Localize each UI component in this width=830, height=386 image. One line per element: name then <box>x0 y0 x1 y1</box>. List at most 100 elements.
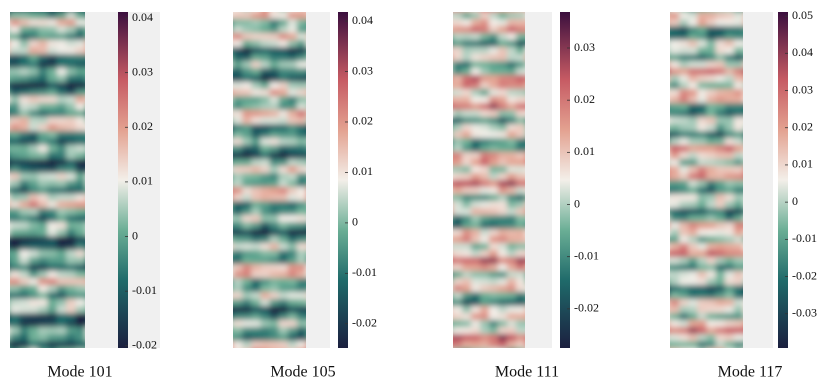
colorbar-tick-label: 0.02 <box>132 119 153 133</box>
heatmap-cell <box>75 61 85 69</box>
heatmap-cell <box>242 61 253 69</box>
heatmap-cell <box>233 299 234 307</box>
heatmap-cell <box>278 306 289 314</box>
heatmap-cell <box>269 145 280 153</box>
heatmap-cell <box>296 278 306 286</box>
heatmap-cell <box>471 96 481 104</box>
heatmap-cell <box>66 313 77 321</box>
heatmap-cell <box>296 33 306 41</box>
heatmap-cell <box>66 138 77 146</box>
colorbar-tick-label: -0.02 <box>132 338 157 352</box>
heatmap-cell <box>489 334 499 342</box>
heatmap-cell <box>715 103 726 111</box>
heatmap-cell <box>38 103 49 111</box>
heatmap-cell <box>688 229 699 237</box>
heatmap-cell <box>19 194 30 202</box>
heatmap-cell <box>679 215 690 223</box>
heatmap-cell <box>498 236 508 244</box>
heatmap-cell <box>670 40 671 48</box>
heatmap-cell <box>480 250 490 258</box>
heatmap-cell <box>47 250 58 258</box>
heatmap-cell <box>453 12 463 13</box>
heatmap-cell <box>278 33 289 41</box>
heatmap-cell <box>670 229 671 237</box>
heatmap-cell <box>688 278 699 286</box>
colorbar-tick-label: -0.03 <box>792 306 817 320</box>
heatmap-cell <box>724 215 735 223</box>
colorbar-tick-label: -0.01 <box>792 231 817 245</box>
heatmap-cell <box>260 341 271 348</box>
heatmap-cell <box>724 103 735 111</box>
heatmap-cell <box>278 124 289 132</box>
heatmap-cell <box>270 348 280 356</box>
heatmap-cell <box>489 341 499 348</box>
heatmap-cell <box>47 264 58 272</box>
heatmap-cell <box>498 68 508 76</box>
heatmap-cell <box>516 271 525 279</box>
heatmap-cell <box>233 173 234 181</box>
heatmap-cell <box>507 285 517 293</box>
heatmap-cell <box>66 187 77 195</box>
heatmap-cell <box>233 334 234 342</box>
heatmap-cell <box>733 250 743 258</box>
heatmap-cell <box>296 201 306 209</box>
heatmap-cell <box>28 334 40 342</box>
heatmap-cell <box>715 320 726 328</box>
heatmap-cell <box>233 264 244 272</box>
heatmap-cell <box>679 159 690 167</box>
heatmap-cell <box>269 82 280 90</box>
heatmap-cell <box>242 82 253 90</box>
heatmap-cell <box>724 194 735 202</box>
heatmap-cell <box>489 138 499 146</box>
heatmap-cell <box>75 131 85 139</box>
heatmap-cell <box>480 12 490 13</box>
heatmap-cell <box>10 131 11 139</box>
heatmap-cell <box>480 334 490 342</box>
heatmap-cell <box>242 278 253 286</box>
heatmap-cell <box>525 348 535 356</box>
heatmap-cell <box>278 292 289 300</box>
heatmap-cell <box>10 173 21 181</box>
heatmap-cell <box>260 124 271 132</box>
panel-caption: Mode 111 <box>495 364 559 381</box>
heatmap-cell <box>269 89 280 97</box>
heatmap-cell <box>19 96 30 104</box>
heatmap-cell <box>498 180 508 188</box>
heatmap-cell <box>19 33 30 41</box>
heatmap-cell <box>462 292 472 300</box>
heatmap-cell <box>688 131 699 139</box>
heatmap-cell <box>66 40 77 48</box>
heatmap-cell <box>19 103 30 111</box>
heatmap-cell <box>489 236 499 244</box>
heatmap-cell <box>233 166 234 174</box>
heatmap-cell <box>462 306 472 314</box>
heatmap-cell <box>706 313 717 321</box>
heatmap-cell <box>670 96 681 104</box>
heatmap-cell <box>10 26 11 34</box>
heatmap-cell <box>516 327 525 335</box>
heatmap-cell <box>670 222 671 230</box>
heatmap-cell <box>66 278 77 286</box>
heatmap-cell <box>19 152 30 160</box>
heatmap-cell <box>269 152 280 160</box>
heatmap-cell <box>462 243 472 251</box>
heatmap-cell <box>462 82 472 90</box>
heatmap-cell <box>233 12 234 20</box>
heatmap-cell <box>28 166 40 174</box>
heatmap-cell <box>706 243 717 251</box>
heatmap-cell <box>287 19 298 27</box>
heatmap-cell <box>10 110 21 118</box>
heatmap-cell <box>287 243 298 251</box>
colorbar-tick-label: 0.01 <box>132 174 153 188</box>
heatmap-cell <box>453 236 463 244</box>
heatmap-cell <box>269 33 280 41</box>
heatmap-cell <box>47 159 58 167</box>
heatmap-cell <box>10 75 21 83</box>
heatmap-cell <box>38 187 49 195</box>
heatmap-cell <box>296 166 306 174</box>
colorbar-tick-label: -0.02 <box>792 268 817 282</box>
heatmap-cell <box>498 271 508 279</box>
heatmap-cell <box>10 257 21 265</box>
heatmap-cell <box>453 229 454 237</box>
heatmap-cell <box>670 47 671 55</box>
